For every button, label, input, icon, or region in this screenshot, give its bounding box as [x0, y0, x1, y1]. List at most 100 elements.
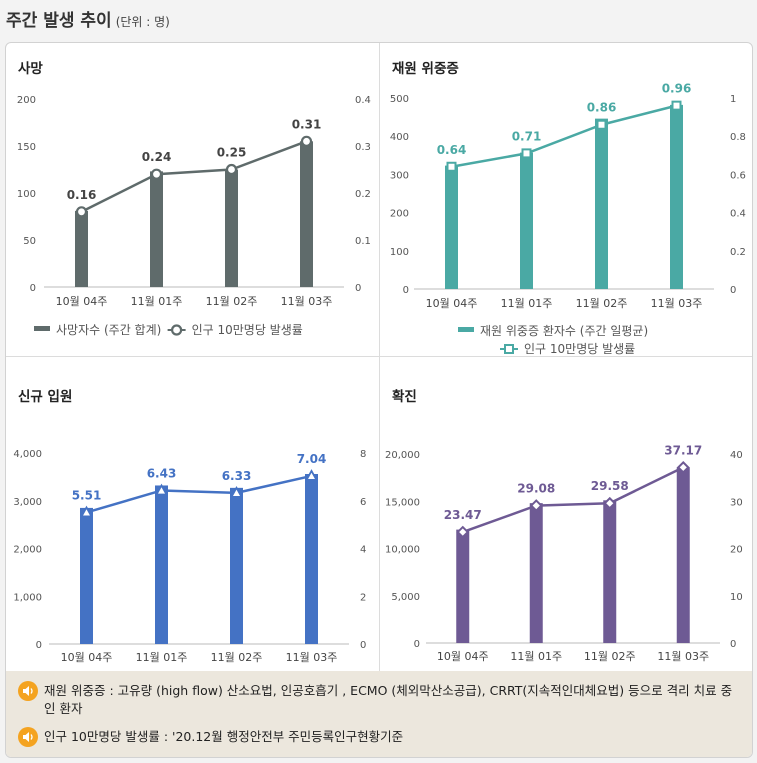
data-label: 0.96 [662, 82, 692, 96]
y-left-tick-label: 0 [30, 283, 36, 294]
legend-bar-label: 재원 위중증 환자수 (주간 일평균) [480, 324, 648, 338]
y-left-tick-label: 1,000 [13, 592, 42, 603]
rate-marker [446, 161, 457, 172]
y-right-tick-label: 0 [730, 639, 736, 650]
rate-marker [596, 119, 607, 130]
rate-marker [79, 505, 94, 518]
y-right-tick-label: 40 [730, 450, 743, 461]
y-left-tick-label: 0 [403, 285, 409, 296]
data-label: 29.08 [517, 482, 555, 496]
rate-line [451, 104, 677, 168]
chart-title: 신규 입원 [18, 389, 72, 405]
legend-line-label: 인구 10만명당 발생률 [192, 323, 303, 337]
y-left-tick-label: 300 [390, 170, 409, 181]
speaker-icon [18, 727, 38, 747]
y-right-tick-label: 0.8 [730, 132, 746, 143]
y-left-tick-label: 4,000 [13, 449, 42, 460]
data-label: 0.24 [142, 150, 172, 164]
y-left-tick-label: 3,000 [13, 497, 42, 508]
y-right-tick-label: 0.2 [355, 189, 371, 200]
page-header: 주간 발생 추이 (단위 : 명) [6, 6, 170, 32]
data-label: 0.64 [437, 143, 467, 157]
note-rate: 인구 10만명당 발생률 : '20.12월 행정안전부 주민등록인구현황기준 [18, 727, 733, 747]
rate-marker [300, 135, 313, 147]
y-left-tick-label: 500 [390, 94, 409, 105]
chart-title: 재원 위중증 [392, 61, 459, 77]
rate-line [462, 466, 684, 534]
bar [603, 500, 617, 643]
data-label: 6.43 [147, 466, 177, 480]
x-tick-label: 10월 04주 [437, 650, 489, 663]
x-tick-label: 11월 03주 [281, 295, 333, 308]
bar [80, 507, 93, 644]
y-left-tick-label: 0 [414, 639, 420, 650]
y-right-tick-label: 4 [360, 545, 366, 556]
data-label: 37.17 [664, 443, 702, 457]
data-label: 0.31 [292, 117, 322, 131]
rate-marker [456, 525, 470, 539]
note-severe-text: 재원 위중증 : 고유량 (high flow) 산소요법, 인공호흡기 , E… [44, 683, 733, 716]
rate-line [86, 474, 312, 514]
y-right-tick-label: 0 [360, 640, 366, 651]
rate-marker [150, 168, 163, 180]
bar [529, 503, 543, 643]
rate-marker [304, 469, 319, 481]
bar [300, 141, 313, 287]
y-right-tick-label: 0.6 [730, 170, 746, 181]
severe-chart: 재원 위중증 0 100 200 300 400 500 0 0.2 0.4 0.6 0.8 1 10월 … [390, 61, 746, 356]
y-left-tick-label: 5,000 [391, 592, 420, 603]
bar [676, 467, 690, 643]
y-left-tick-label: 200 [390, 209, 409, 220]
legend-bar-label: 사망자수 (주간 합계) [56, 323, 161, 337]
x-tick-label: 11월 02주 [584, 650, 636, 663]
data-label: 0.25 [217, 146, 247, 160]
x-tick-label: 11월 01주 [136, 651, 188, 664]
y-right-tick-label: 0.4 [355, 95, 371, 106]
bar [595, 118, 608, 290]
bar [305, 474, 318, 644]
x-tick-label: 11월 03주 [651, 297, 703, 310]
y-left-tick-label: 10,000 [385, 545, 420, 556]
bar [456, 529, 470, 643]
rate-marker [154, 483, 169, 496]
panel-divider-vertical [379, 43, 380, 671]
rate-marker [75, 206, 88, 218]
rate-line [80, 140, 307, 213]
bar [75, 210, 88, 287]
y-right-tick-label: 30 [730, 497, 743, 508]
rate-marker [671, 100, 682, 111]
rate-marker [225, 163, 238, 176]
notes-footer: 재원 위중증 : 고유량 (high flow) 산소요법, 인공호흡기 , E… [6, 671, 752, 757]
y-left-tick-label: 20,000 [385, 450, 420, 461]
confirmed-chart: 확진 0 5,000 10,000 15,000 20,000 0 10 20 30 40 10월 0… [385, 388, 743, 663]
chart-card: 사망 0 50 100 150 200 0 0.1 0.2 0.3 0.4 10월 04주 11월 01… [5, 42, 753, 758]
chart-title: 확진 [392, 388, 417, 405]
y-left-tick-label: 50 [23, 236, 36, 247]
y-left-tick-label: 100 [17, 189, 36, 200]
y-left-tick-label: 2,000 [13, 545, 42, 556]
x-tick-label: 10월 04주 [56, 295, 108, 308]
y-right-tick-label: 1 [730, 94, 736, 105]
data-label: 29.58 [591, 479, 629, 493]
y-right-tick-label: 0.4 [730, 209, 746, 220]
rate-marker [521, 148, 532, 159]
x-tick-label: 11월 01주 [501, 297, 553, 310]
data-label: 0.16 [67, 188, 97, 202]
rate-marker [529, 499, 543, 513]
death-chart: 사망 0 50 100 150 200 0 0.1 0.2 0.3 0.4 10월 04주 11월 01… [17, 60, 371, 337]
x-tick-label: 11월 02주 [211, 651, 263, 664]
page-title: 주간 발생 추이 [6, 11, 112, 31]
y-left-tick-label: 200 [17, 95, 36, 106]
bar [520, 152, 533, 289]
y-left-tick-label: 100 [390, 247, 409, 258]
data-label: 23.47 [444, 508, 482, 522]
y-right-tick-label: 0.3 [355, 142, 371, 153]
y-right-tick-label: 0 [355, 283, 361, 294]
y-right-tick-label: 20 [730, 545, 743, 556]
bar [445, 165, 458, 289]
y-right-tick-label: 2 [360, 592, 366, 603]
x-tick-label: 11월 03주 [657, 650, 709, 663]
rate-marker [504, 344, 514, 354]
rate-marker [603, 496, 617, 510]
y-right-tick-label: 8 [360, 449, 366, 460]
